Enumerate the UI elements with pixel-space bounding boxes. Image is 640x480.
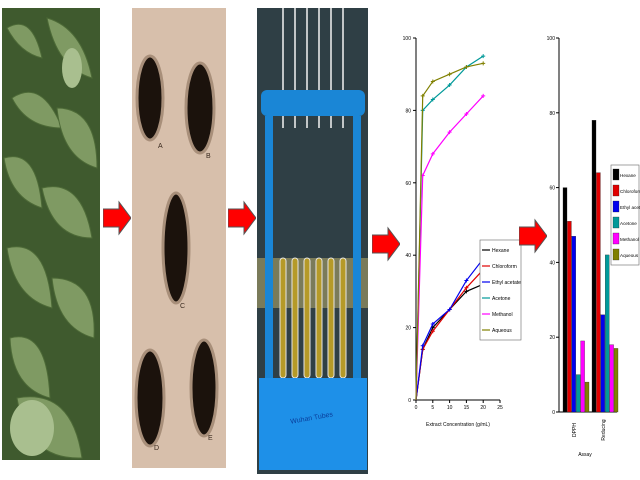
data-point [430, 79, 435, 84]
data-point [430, 151, 435, 156]
data-point [481, 93, 486, 98]
y-tick-label: 40 [549, 260, 555, 266]
bar [609, 344, 614, 413]
line-chart: 0 20 40 60 80 100 0 5 10 15 20 25 Extract Concentrat… [403, 36, 522, 428]
legend-label: Hexane [492, 248, 509, 254]
legend-label: Chloroform [492, 264, 517, 270]
pot-label: E [208, 435, 213, 442]
legend-label: Ethyl acetate [492, 280, 521, 286]
arrow-right-icon [228, 200, 256, 236]
y-tick-label: 20 [549, 335, 555, 341]
bar [591, 120, 597, 413]
bar [613, 348, 619, 413]
bar [580, 340, 585, 413]
legend-label: Aqueous [620, 253, 639, 258]
data-point [430, 321, 435, 326]
category-label: Reducing [601, 419, 607, 440]
series-line [415, 269, 484, 401]
arrow-right-icon [103, 200, 131, 236]
pot-label: B [206, 153, 211, 160]
legend-swatch [612, 248, 620, 261]
x-tick-label: 15 [464, 405, 470, 411]
legend-box [610, 164, 640, 266]
arrow-right-icon [372, 226, 400, 262]
y-tick-label: 20 [405, 326, 411, 332]
y-tick-label: 100 [403, 36, 412, 42]
data-point [420, 93, 425, 98]
legend-swatch [612, 184, 620, 197]
legend-label: Methanol [492, 312, 513, 318]
bar-chart: 0 20 40 60 80 100 DPPH Reducing Assay Hexane Chlor… [547, 36, 640, 458]
series-line [415, 258, 484, 401]
x-tick-label: 20 [480, 405, 486, 411]
data-point [447, 83, 452, 88]
x-axis-label: Extract Concentration (g/mL) [426, 422, 490, 428]
x-tick-label: 0 [415, 405, 418, 411]
x-tick-label: 5 [431, 405, 434, 411]
bar [571, 236, 576, 413]
y-tick-label: 0 [408, 398, 411, 404]
test-tube-rack-icon: Wuhan Tubes [257, 8, 368, 474]
data-point [447, 307, 452, 312]
x-tick-label: 25 [497, 405, 503, 411]
pot-label: C [180, 303, 185, 310]
bar [600, 314, 605, 413]
y-tick-label: 60 [405, 181, 411, 187]
legend-swatch [612, 200, 620, 213]
soil-pots-photo: A B C D E [132, 8, 226, 468]
soil-pots-icon: A B C D E [132, 8, 226, 468]
data-point [447, 72, 452, 77]
bar [562, 187, 568, 413]
legend-swatch [612, 232, 620, 245]
data-point [464, 112, 469, 117]
pot-label: A [158, 143, 163, 150]
data-point [464, 64, 469, 69]
x-axis-label: Assay [578, 452, 592, 458]
legend-swatch [612, 216, 620, 229]
data-point [420, 343, 425, 348]
x-tick-label: 10 [447, 405, 453, 411]
legend-label: Acetone [492, 296, 511, 302]
series-line [415, 55, 484, 401]
pot-label: D [154, 445, 159, 452]
y-tick-label: 80 [405, 108, 411, 114]
category-label: DPPH [572, 423, 578, 437]
legend-label: Ethyl acetate [620, 205, 640, 210]
data-point [464, 285, 469, 290]
leafy-plant-icon [2, 8, 100, 460]
bar [584, 381, 590, 413]
y-tick-label: 0 [552, 410, 555, 416]
bar [567, 221, 572, 413]
data-point [464, 289, 469, 294]
data-point [447, 130, 452, 135]
data-point [430, 97, 435, 102]
legend-box [479, 239, 522, 341]
test-tube-rack-photo: Wuhan Tubes [257, 8, 368, 474]
data-point [481, 54, 486, 59]
legend-label: Hexane [620, 173, 636, 178]
arrow-right-icon [519, 218, 547, 254]
data-point [481, 61, 486, 66]
bar [596, 172, 601, 413]
bar [605, 254, 610, 413]
legend-swatch [612, 168, 620, 181]
legend-label: Aqueous [492, 328, 512, 334]
legend-label: Chloroform [620, 189, 640, 194]
plant-photo [2, 8, 100, 460]
series-line [415, 95, 484, 401]
series-line [415, 62, 484, 401]
data-point [464, 278, 469, 283]
legend-label: Acetone [620, 221, 637, 226]
legend-label: Methanol [620, 237, 639, 242]
data-point [430, 329, 435, 334]
y-tick-label: 60 [549, 186, 555, 192]
y-tick-label: 100 [547, 36, 556, 42]
y-tick-label: 40 [405, 253, 411, 259]
y-tick-label: 80 [549, 111, 555, 117]
bar [576, 374, 581, 413]
